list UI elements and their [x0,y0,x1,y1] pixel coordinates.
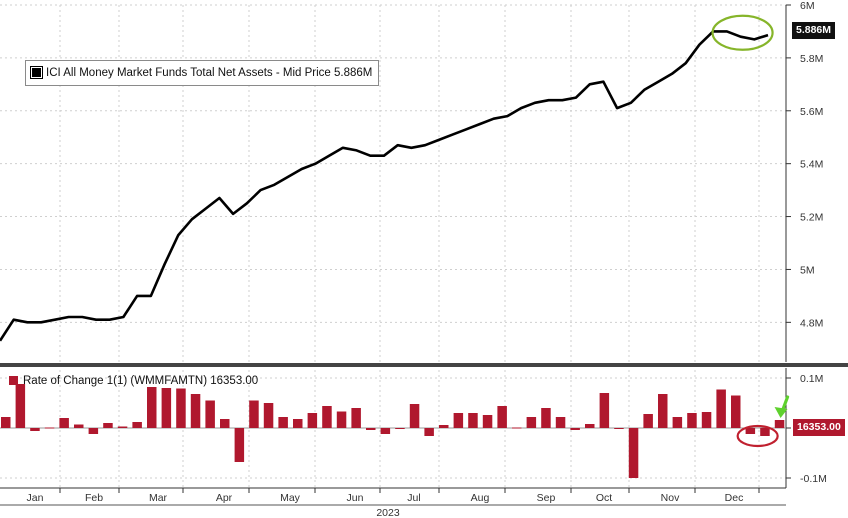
line-last-value-tag: 5.886M [792,22,836,39]
bar [351,408,361,428]
x-tick-label: May [280,492,301,504]
bar [424,428,434,436]
x-tick-label: Aug [471,492,490,504]
bar-legend: Rate of Change 1(1) (WMMFAMTN) 16353.00 [5,373,262,389]
line-legend: ICI All Money Market Funds Total Net Ass… [25,60,380,86]
bar [103,423,113,428]
bar [44,427,55,429]
bar [774,420,785,428]
bar [468,413,478,428]
x-tick-label: Oct [596,492,612,504]
bar [760,428,770,436]
bar-legend-swatch [9,376,18,386]
bar [249,400,259,428]
y-tick-label: 5.6M [800,106,823,118]
x-tick-label: Feb [85,492,103,504]
line-legend-swatch [30,66,43,80]
bar [687,413,697,428]
bar [482,415,493,428]
bar [628,428,639,478]
bar [307,413,318,428]
bar [88,428,99,434]
bar [205,400,215,428]
bar-y-tick-label: -0.1M [800,473,827,485]
bar-legend-text: Rate of Change 1(1) (WMMFAMTN) 16353.00 [23,375,259,387]
bar [59,418,69,428]
bar [745,428,756,434]
bar [731,395,741,428]
bar [220,419,230,428]
bar [190,394,201,428]
x-year-label: 2023 [376,507,400,518]
bar [263,403,274,428]
x-tick-label: Apr [216,492,233,504]
bar [453,413,464,428]
bar [643,414,653,428]
bar [117,426,128,428]
bar [541,408,551,428]
y-tick-label: 5.2M [800,212,823,224]
y-tick-label: 5.8M [800,53,823,65]
line-legend-text: ICI All Money Market Funds Total Net Ass… [46,67,373,79]
series-line [0,30,769,342]
bar [570,428,580,430]
bar [585,424,595,428]
x-tick-label: Jun [347,492,364,504]
bar [322,406,332,428]
negative-bars-circle-annotation [736,424,779,448]
x-tick-label: Sep [537,492,556,504]
bar [614,428,624,429]
bar [74,424,84,428]
panel-separator [0,363,848,367]
x-tick-label: Dec [725,492,744,504]
bar [497,406,507,428]
bar [395,428,405,429]
bar [1,417,11,428]
bar [599,393,610,428]
bar [512,427,522,429]
bar [30,428,40,431]
x-tick-label: Jan [27,492,44,504]
bar [439,425,449,428]
x-tick-label: Jul [407,492,420,504]
bar [716,389,726,428]
bar [234,428,245,462]
bar [278,417,288,428]
bar [147,387,157,428]
bar-y-tick-label: 0.1M [800,373,823,385]
peak-circle-annotation [711,14,774,51]
arrow-head [774,407,788,418]
bar [336,411,347,428]
y-tick-label: 6M [800,0,815,12]
bar [132,422,142,428]
bar [15,384,26,428]
bar [366,428,376,430]
bar [161,388,172,428]
y-tick-label: 5M [800,264,815,276]
bar [672,417,683,428]
bar [293,419,303,428]
y-tick-label: 4.8M [800,317,823,329]
x-tick-label: Nov [661,492,680,504]
bar-last-value-tag: 16353.00 [793,419,845,436]
x-tick-label: Mar [149,492,168,504]
bar [658,394,668,428]
bar [380,428,391,434]
bar [701,412,712,428]
bar [555,417,566,428]
green-arrow-annotation [774,395,790,418]
bar [176,388,186,428]
y-tick-label: 5.4M [800,159,823,171]
bar [409,404,420,428]
bar [526,417,537,428]
